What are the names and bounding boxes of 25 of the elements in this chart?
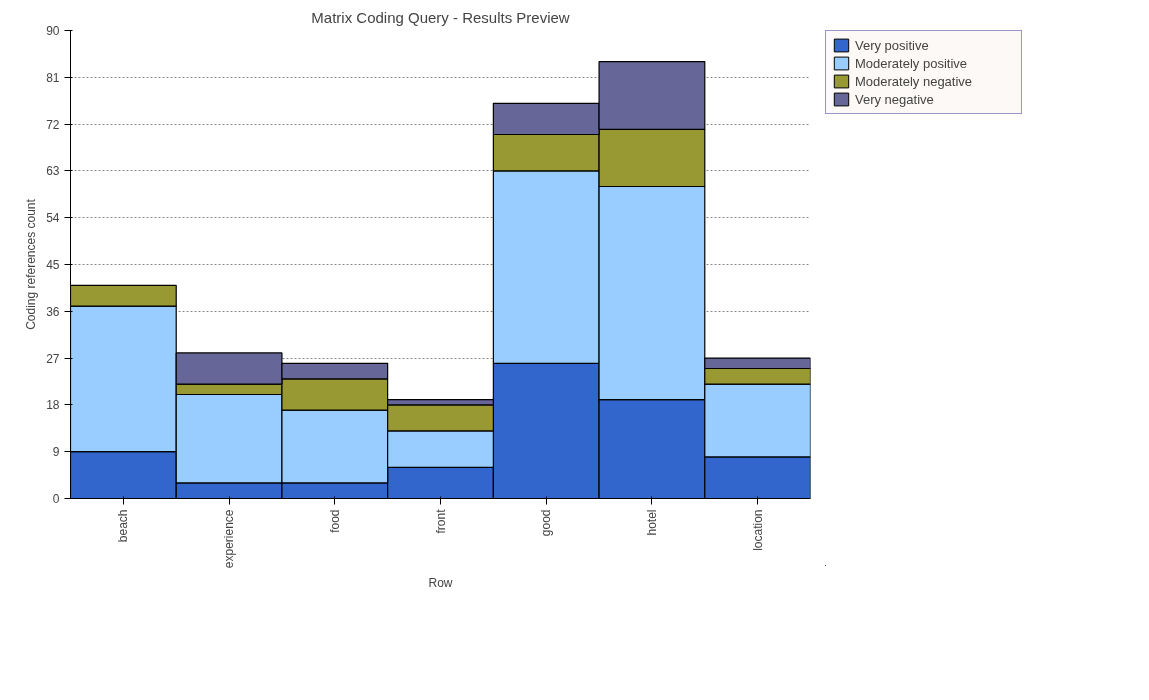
y-tick-label: 27	[46, 351, 60, 366]
x-tick-label: beach	[116, 509, 131, 543]
y-axis-title: Coding references count	[24, 198, 39, 330]
y-tick-label: 0	[52, 492, 60, 506]
y-tick-label: 63	[46, 164, 60, 179]
y-tick-label: 18	[46, 398, 60, 413]
y-tick-label: 9	[52, 445, 60, 460]
y-tick-label: 36	[46, 304, 60, 319]
y-tick-label: 81	[46, 70, 60, 85]
x-tick-label: food	[327, 509, 342, 533]
legend-label: Moderately negative	[855, 73, 974, 89]
y-tick-label: 90	[46, 24, 60, 38]
x-tick-label: hotel	[644, 509, 659, 536]
legend-label: Very negative	[855, 91, 935, 107]
y-tick-label: 54	[46, 211, 60, 226]
legend-label: Moderately positive	[855, 55, 968, 71]
legend-label: Very positive	[855, 37, 930, 53]
x-tick-label: location	[750, 509, 765, 551]
x-tick-label: front	[433, 508, 448, 534]
x-tick-label: good	[539, 509, 554, 537]
y-tick-label: 72	[46, 117, 60, 132]
y-tick-label: 45	[46, 258, 60, 272]
chart-title: Matrix Coding Query - Results Preview	[311, 8, 570, 26]
x-tick-label: experience	[222, 509, 237, 569]
x-axis-title: Row	[428, 576, 453, 591]
